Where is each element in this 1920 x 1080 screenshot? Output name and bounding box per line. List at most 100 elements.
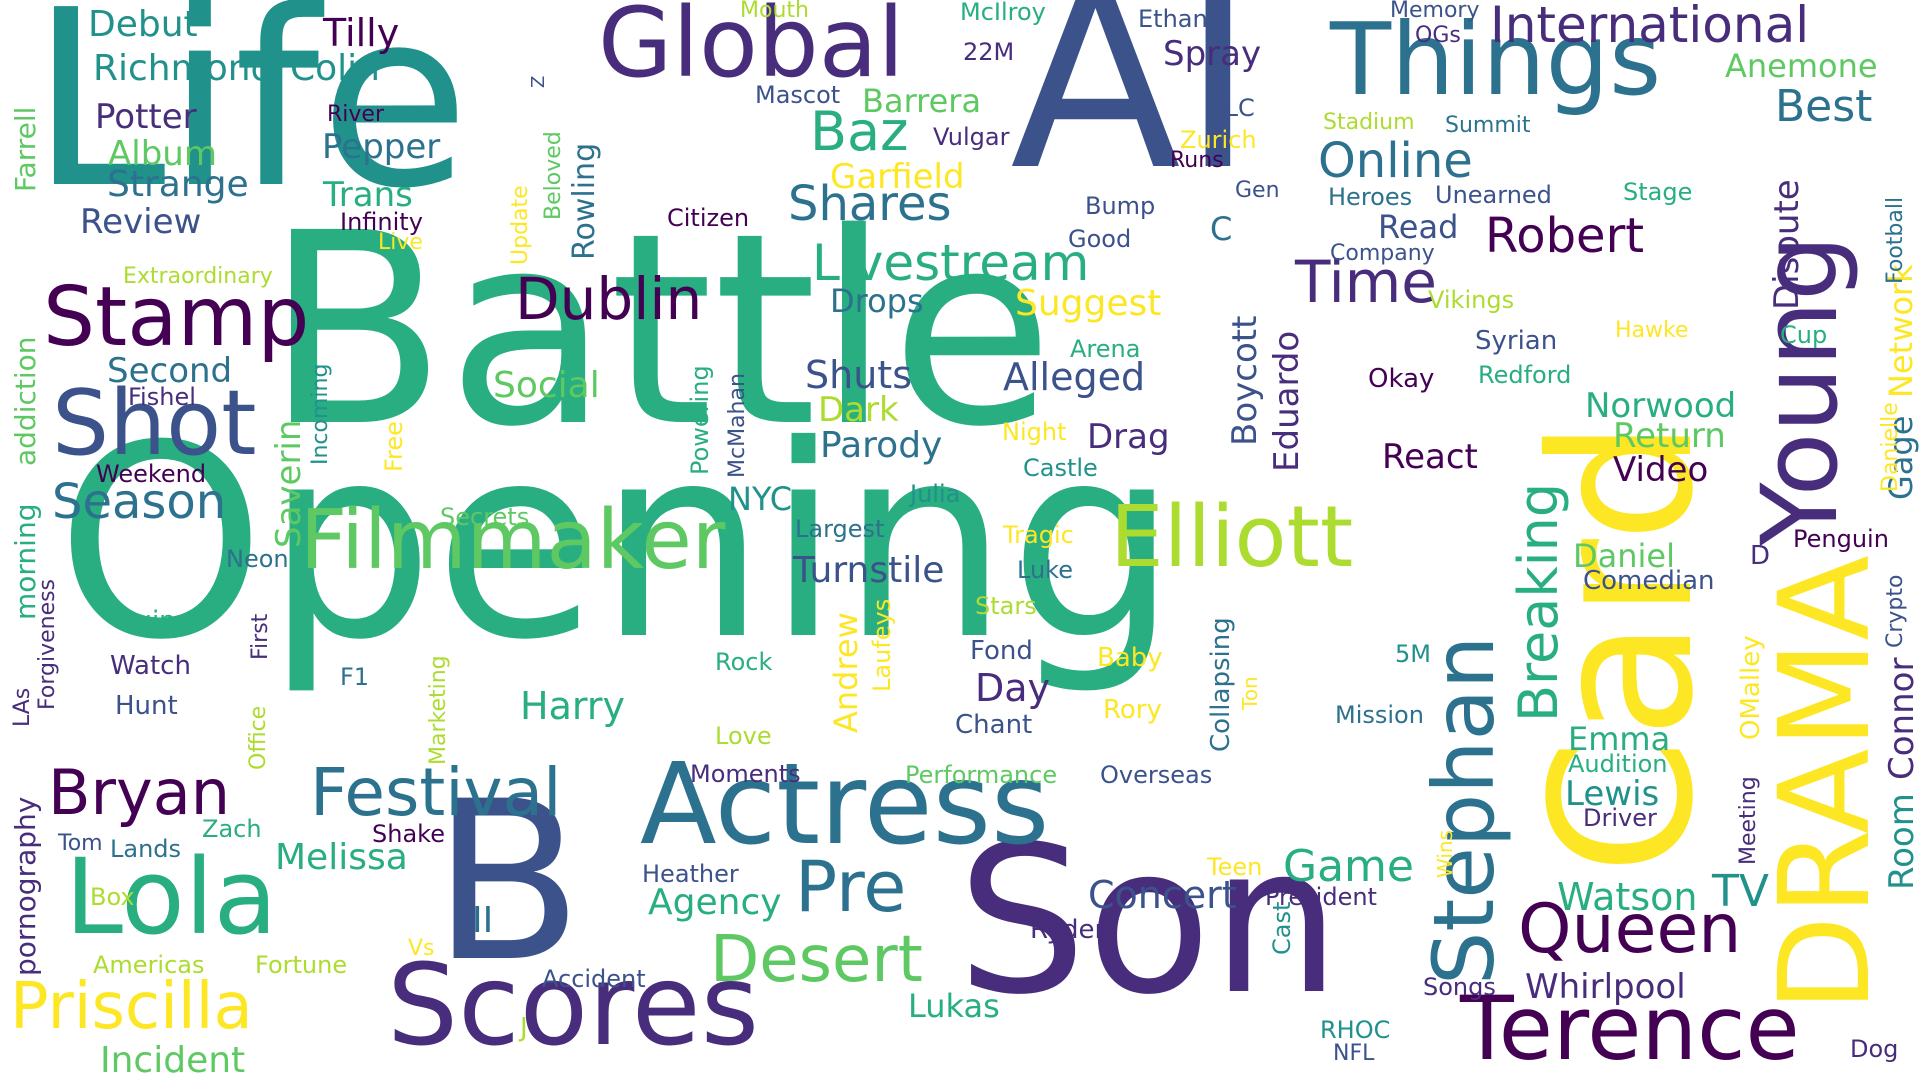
word-lukas: Lukas bbox=[908, 987, 1000, 1025]
word-pornography: pornography bbox=[9, 796, 42, 976]
word-free: Free bbox=[380, 421, 408, 472]
word-office: Office bbox=[246, 705, 271, 770]
word-memory: Memory bbox=[1390, 0, 1480, 23]
word-bryan: Bryan bbox=[48, 756, 231, 829]
word-julia: Julia bbox=[910, 480, 961, 508]
word-stadium: Stadium bbox=[1323, 110, 1415, 135]
word-audition: Audition bbox=[1568, 750, 1668, 778]
word-cast: Cast bbox=[1268, 901, 1296, 955]
word-agency: Agency bbox=[648, 882, 782, 923]
word-international: International bbox=[1490, 0, 1810, 54]
word-whirlpool: Whirlpool bbox=[1525, 967, 1686, 1007]
word-secrets: Secrets bbox=[440, 503, 530, 531]
word-drama: DRAMA bbox=[1753, 555, 1898, 1012]
word-first: First bbox=[248, 613, 273, 660]
word-day: Day bbox=[975, 666, 1051, 710]
word-unearned: Unearned bbox=[1435, 181, 1552, 209]
word-react: React bbox=[1382, 437, 1478, 477]
word-redford: Redford bbox=[1478, 361, 1572, 389]
word-performance: Performance bbox=[905, 761, 1058, 789]
word-castle: Castle bbox=[1023, 454, 1098, 482]
word-fishel: Fishel bbox=[128, 383, 196, 411]
word-emma: Emma bbox=[1568, 720, 1671, 758]
word-mascot: Mascot bbox=[755, 81, 841, 109]
word-alleged: Alleged bbox=[1003, 355, 1146, 399]
word-potter: Potter bbox=[95, 97, 197, 137]
word-rhoc: RHOC bbox=[1320, 1016, 1391, 1044]
word-las: LAs bbox=[10, 687, 35, 727]
word-fond: Fond bbox=[970, 636, 1033, 666]
word-ii: II bbox=[472, 900, 494, 941]
word-songs: Songs bbox=[1423, 973, 1496, 1001]
word-heroes: Heroes bbox=[1328, 183, 1413, 211]
word-nfl: NFL bbox=[1333, 1041, 1375, 1066]
word-lands: Lands bbox=[110, 835, 182, 863]
word-d: D bbox=[1750, 541, 1771, 571]
word-live: Live bbox=[378, 230, 423, 255]
word-tilly: Tilly bbox=[323, 11, 400, 55]
word-actress: Actress bbox=[640, 740, 1050, 870]
word-baz: Baz bbox=[810, 100, 909, 163]
word-okay: Okay bbox=[1368, 364, 1435, 394]
word-b: B bbox=[432, 754, 583, 1010]
word-season: Season bbox=[52, 474, 227, 530]
word-beloved: Beloved bbox=[541, 131, 566, 220]
word-addiction: addiction bbox=[9, 336, 42, 466]
word-hawke: Hawke bbox=[1615, 318, 1689, 343]
word-parody: Parody bbox=[820, 425, 943, 466]
word-good: Good bbox=[1068, 225, 1132, 253]
word-night: Night bbox=[1002, 418, 1067, 446]
word-best: Best bbox=[1775, 81, 1873, 132]
word-priscilla: Priscilla bbox=[10, 970, 253, 1044]
word-mcmahan: McMahan bbox=[725, 373, 750, 478]
word-powering: Powering bbox=[686, 365, 714, 475]
word-strange: Strange bbox=[107, 164, 249, 205]
word-melissa: Melissa bbox=[275, 837, 408, 878]
word-president: President bbox=[1265, 883, 1377, 911]
word-meeting: Meeting bbox=[1736, 776, 1761, 865]
word-network: Network bbox=[1882, 264, 1920, 398]
word-laufeys: Laufeys bbox=[868, 598, 896, 692]
word-watch: Watch bbox=[110, 651, 191, 681]
word-second: Second bbox=[107, 351, 233, 391]
word-room: Room bbox=[1882, 793, 1920, 890]
word-forgiveness: Forgiveness bbox=[35, 578, 60, 710]
word-ryder: Ryder bbox=[1030, 915, 1106, 945]
word-tlc: TLC bbox=[1210, 94, 1255, 122]
word-cup: Cup bbox=[1780, 321, 1828, 349]
word-livestream: Livestream bbox=[812, 234, 1090, 292]
word-norwood: Norwood bbox=[1585, 386, 1737, 426]
word-vulgar: Vulgar bbox=[933, 123, 1010, 151]
word-teen: Teen bbox=[1207, 853, 1263, 881]
word-marketing: Marketing bbox=[426, 655, 451, 765]
word-hunt: Hunt bbox=[115, 691, 178, 721]
word-chant: Chant bbox=[955, 710, 1033, 740]
word-drops: Drops bbox=[830, 282, 924, 320]
word-5m: 5M bbox=[1395, 640, 1431, 668]
word-lewis: Lewis bbox=[1565, 774, 1660, 814]
word-return: Return bbox=[1613, 416, 1726, 456]
word-drag: Drag bbox=[1087, 417, 1170, 457]
word-mission: Mission bbox=[1335, 701, 1424, 729]
word-moments: Moments bbox=[690, 760, 801, 788]
word-driver: Driver bbox=[1583, 804, 1657, 832]
word-weekend: Weekend bbox=[96, 460, 207, 488]
word-box: Box bbox=[90, 883, 135, 911]
word-baby: Baby bbox=[1097, 643, 1163, 673]
word-rock: Rock bbox=[715, 648, 773, 676]
word-son: Son bbox=[957, 803, 1341, 1040]
word-runs: Runs bbox=[1170, 148, 1224, 173]
word-danielle: Danielle bbox=[1878, 402, 1903, 492]
word-rowling: Rowling bbox=[567, 142, 602, 260]
word-crypto: Crypto bbox=[1883, 574, 1908, 648]
word-online: Online bbox=[1318, 133, 1473, 189]
word-richmond: Richmond bbox=[93, 48, 274, 89]
word-elliott: Elliott bbox=[1110, 488, 1354, 587]
word-suggest: Suggest bbox=[1015, 283, 1162, 324]
word-accident: Accident bbox=[542, 965, 646, 993]
word-saverin: Saverin bbox=[269, 419, 309, 548]
word-harry: Harry bbox=[520, 684, 625, 728]
word-robert: Robert bbox=[1485, 208, 1645, 264]
word-vikings: Vikings bbox=[1428, 286, 1515, 314]
